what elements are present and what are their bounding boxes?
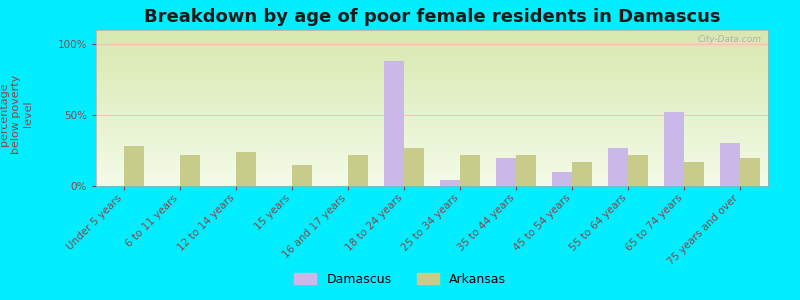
Bar <box>236 152 256 186</box>
Bar <box>664 112 684 186</box>
Bar <box>124 146 144 186</box>
Bar <box>460 155 479 186</box>
Bar <box>740 158 760 186</box>
Bar <box>180 155 200 186</box>
Bar <box>292 165 312 186</box>
Bar <box>385 61 404 186</box>
Bar <box>348 155 367 186</box>
Bar <box>516 155 536 186</box>
Bar <box>441 180 460 186</box>
Bar <box>720 143 740 186</box>
Text: City-Data.com: City-Data.com <box>698 35 762 44</box>
Bar <box>553 172 572 186</box>
Title: Breakdown by age of poor female residents in Damascus: Breakdown by age of poor female resident… <box>144 8 720 26</box>
Bar <box>496 158 516 186</box>
Text: percentage
below poverty
level: percentage below poverty level <box>0 74 33 154</box>
Bar <box>572 162 592 186</box>
Bar <box>404 148 424 186</box>
Legend: Damascus, Arkansas: Damascus, Arkansas <box>289 268 511 291</box>
Bar <box>628 155 648 186</box>
Bar <box>684 162 704 186</box>
Bar <box>608 148 628 186</box>
